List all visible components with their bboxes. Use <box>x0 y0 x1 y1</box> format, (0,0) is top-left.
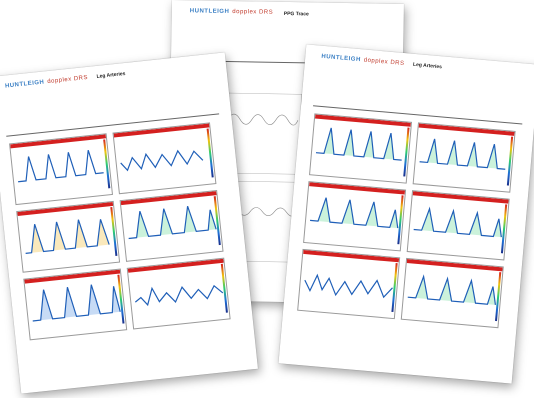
brand-logo-text: HUNTLEIGH <box>4 79 45 90</box>
waveform-tile-3 <box>16 200 121 273</box>
waveform-tile-4 <box>406 190 510 261</box>
brand-product: dopplex DRS <box>363 57 405 68</box>
page-title: Leg Arteries <box>412 61 443 71</box>
waveform-tile-2 <box>412 122 516 193</box>
report-page-left: HUNTLEIGH dopplex DRS Leg Arteries <box>0 52 258 394</box>
page-title: Leg Arteries <box>96 70 126 80</box>
waveform-tile-1 <box>9 133 114 206</box>
waveform-tile-1 <box>309 113 413 184</box>
waveform-tile-3 <box>303 181 407 252</box>
brand-logo: HUNTLEIGH dopplex DRS <box>5 75 89 90</box>
brand-product: dopplex DRS <box>47 74 89 86</box>
brand-logo: HUNTLEIGH dopplex DRS <box>321 54 405 67</box>
waveform-tile-2 <box>112 122 217 195</box>
waveform-tile-5 <box>297 248 401 320</box>
brand-logo-text: HUNTLEIGH <box>321 53 361 64</box>
waveform-tile-4 <box>119 189 224 262</box>
waveform-tile-6 <box>400 257 504 329</box>
waveform-tile-6 <box>126 257 231 330</box>
waveform-tile-5 <box>23 268 128 341</box>
report-page-right: HUNTLEIGH dopplex DRS Leg Arteries <box>278 44 534 384</box>
